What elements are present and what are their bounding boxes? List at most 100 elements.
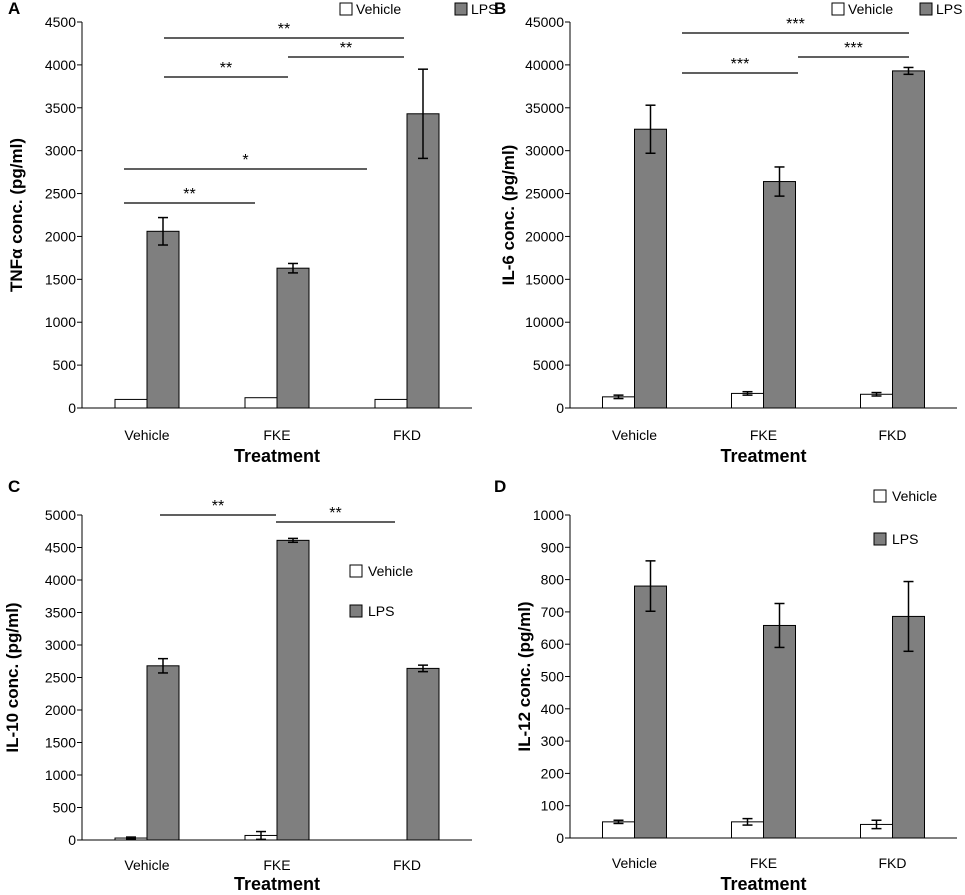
y-tick-label: 900 — [541, 539, 565, 555]
y-tick-label: 0 — [556, 400, 564, 416]
bar-lps-fke — [763, 624, 796, 839]
y-tick-label: 40000 — [525, 57, 564, 73]
y-tick-label: 2000 — [45, 702, 76, 718]
y-tick-label: 35000 — [525, 100, 564, 116]
legend-swatch-lps — [349, 604, 363, 618]
legend-label-lps: LPS — [892, 531, 918, 547]
significance-label: *** — [731, 56, 750, 73]
y-tick-label: 500 — [53, 357, 77, 373]
y-tick-label: 3000 — [45, 143, 76, 159]
x-tick-label: FKD — [879, 855, 907, 871]
y-tick-label: 3500 — [45, 605, 76, 621]
x-tick-label: Vehicle — [612, 427, 657, 443]
x-tick-label: Vehicle — [612, 855, 657, 871]
y-tick-label: 4500 — [45, 14, 76, 30]
x-tick-label: FKE — [263, 427, 290, 443]
panel-d: D 0 100 200 300 400 500 600 700 800 900 1000 IL-12 c… — [494, 477, 957, 894]
x-tick-label: FKD — [879, 427, 907, 443]
y-tick-label: 1500 — [45, 271, 76, 287]
significance-label: ** — [220, 60, 232, 77]
panel-label: A — [8, 0, 20, 18]
legend-swatch-vehicle — [349, 564, 363, 578]
bar-lps-fke — [276, 539, 310, 841]
y-tick-label: 0 — [556, 830, 564, 846]
x-tick-label: Vehicle — [124, 857, 169, 873]
significance-label: * — [242, 152, 248, 169]
y-tick-label: 15000 — [525, 271, 564, 287]
bar-lps-fke — [276, 267, 310, 409]
bar-vehicle-vehicle — [114, 398, 148, 409]
significance-label: *** — [786, 16, 805, 33]
y-tick-label: 500 — [541, 669, 565, 685]
y-tick-label: 700 — [541, 604, 565, 620]
legend-swatch-lps — [454, 2, 468, 16]
y-tick-label: 25000 — [525, 186, 564, 202]
legend-label-lps: LPS — [368, 603, 394, 619]
legend-label-lps: LPS — [471, 1, 497, 17]
x-axis-title: Treatment — [234, 446, 320, 466]
x-tick-label: FKE — [263, 857, 290, 873]
x-tick-label: FKD — [393, 857, 421, 873]
legend-swatch-vehicle — [873, 489, 887, 503]
panel-label: B — [494, 0, 506, 18]
y-tick-label: 30000 — [525, 143, 564, 159]
bar-lps-vehicle — [146, 230, 180, 409]
y-tick-label: 5000 — [45, 507, 76, 523]
panel-label: C — [8, 477, 20, 496]
legend-label-lps: LPS — [936, 1, 962, 17]
significance-label: ** — [329, 505, 341, 522]
legend-label-vehicle: Vehicle — [848, 1, 893, 17]
legend-swatch-lps — [919, 2, 933, 16]
y-tick-label: 2000 — [45, 228, 76, 244]
y-axis-title: IL-6 conc. (pg/ml) — [499, 145, 518, 286]
legend-swatch-vehicle — [339, 2, 353, 16]
bar-vehicle-fke — [244, 397, 278, 409]
x-tick-label: FKE — [750, 855, 777, 871]
panel-label: D — [494, 477, 506, 496]
panel-b: B 0 5000 10000 15000 20000 25000 30000 35000 4000… — [494, 0, 962, 466]
legend-label-vehicle: Vehicle — [892, 488, 937, 504]
y-tick-label: 4000 — [45, 572, 76, 588]
y-tick-label: 1000 — [533, 507, 564, 523]
y-tick-label: 600 — [541, 636, 565, 652]
bar-lps-fkd — [892, 70, 925, 409]
legend-swatch-lps — [873, 532, 887, 546]
bar-vehicle-fkd — [374, 398, 408, 409]
significance-label: ** — [183, 186, 195, 203]
y-tick-label: 0 — [68, 400, 76, 416]
y-tick-label: 3000 — [45, 637, 76, 653]
significance-label: ** — [278, 21, 290, 38]
y-axis-title: IL-12 conc. (pg/ml) — [515, 601, 534, 751]
y-tick-label: 100 — [541, 798, 565, 814]
y-tick-label: 800 — [541, 572, 565, 588]
bar-lps-vehicle — [146, 665, 180, 841]
y-tick-label: 200 — [541, 765, 565, 781]
y-tick-label: 3500 — [45, 100, 76, 116]
y-tick-label: 1000 — [45, 314, 76, 330]
bar-lps-vehicle — [634, 585, 667, 839]
bar-lps-vehicle — [634, 128, 667, 409]
panel-c: C 0 500 1000 1500 2000 2500 3000 3500 4000 4500 500… — [3, 477, 472, 894]
y-tick-label: 20000 — [525, 228, 564, 244]
y-tick-label: 4000 — [45, 57, 76, 73]
y-tick-label: 300 — [541, 733, 565, 749]
legend-label-vehicle: Vehicle — [368, 563, 413, 579]
y-tick-label: 500 — [53, 800, 77, 816]
legend-label-vehicle: Vehicle — [356, 1, 401, 17]
y-tick-label: 45000 — [525, 14, 564, 30]
x-axis-title: Treatment — [720, 874, 806, 894]
y-tick-label: 0 — [68, 832, 76, 848]
panel-a: A 0 500 1000 1500 2000 2500 3000 3500 4000 4500 TNF… — [7, 0, 497, 466]
y-tick-label: 4500 — [45, 540, 76, 556]
y-tick-label: 5000 — [533, 357, 564, 373]
y-axis-title: IL-10 conc. (pg/ml) — [3, 602, 22, 752]
significance-label: ** — [212, 498, 224, 515]
significance-label: ** — [340, 40, 352, 57]
bar-vehicle-vehicle — [602, 821, 635, 839]
y-tick-label: 400 — [541, 701, 565, 717]
x-tick-label: FKD — [393, 427, 421, 443]
x-tick-label: Vehicle — [124, 427, 169, 443]
y-tick-label: 1000 — [45, 767, 76, 783]
legend-swatch-vehicle — [831, 2, 845, 16]
